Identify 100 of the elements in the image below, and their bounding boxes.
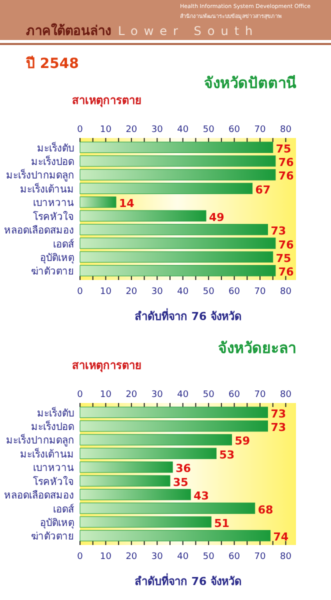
x2-tick-label: 50 [202, 287, 215, 297]
y-tick-label: มะเร็งปอด [31, 419, 74, 434]
x2-tick-label: 40 [177, 287, 189, 297]
y-axis-title: สาเหตุการตาย [72, 94, 141, 108]
data-label: 76 [278, 170, 294, 183]
data-label: 49 [209, 210, 224, 224]
bar [80, 420, 268, 432]
bar [80, 251, 274, 263]
y-tick-label: เบาหวาน [33, 198, 74, 210]
bar [80, 210, 206, 222]
data-label: 43 [194, 490, 209, 503]
y-tick-label: เอดส์ [53, 238, 74, 250]
data-label: 73 [270, 407, 286, 420]
x2-tick-label: 70 [254, 552, 266, 562]
x2-tick-label: 30 [151, 287, 164, 297]
y-tick-label: มะเร็งปอด [31, 154, 74, 168]
data-label: 67 [255, 183, 271, 196]
y-tick-label: อุบัติเหตุ [40, 252, 74, 264]
x2-tick-label: 0 [77, 287, 84, 297]
data-label: 59 [234, 434, 250, 448]
x-tick-label: 80 [280, 125, 292, 135]
y-tick-label: อุบัติเหตุ [40, 518, 74, 529]
bar [80, 406, 268, 418]
y-tick-label: เอดส์ [53, 503, 74, 516]
y-tick-label: มะเร็งปากมดลูก [6, 168, 74, 182]
bar [80, 238, 276, 249]
x2-tick-label: 50 [202, 552, 215, 562]
data-label: 53 [219, 448, 235, 462]
bar [80, 488, 191, 500]
data-label: 73 [270, 224, 286, 238]
x2-tick-label: 10 [100, 287, 112, 297]
text: Lower South [118, 24, 259, 38]
x2-tick-label: 80 [280, 552, 292, 562]
bar [80, 196, 116, 208]
data-label: 73 [270, 421, 286, 434]
x-tick-label: 40 [177, 390, 189, 400]
x2-tick-label: 20 [126, 287, 138, 297]
data-label: 76 [278, 266, 294, 279]
x-tick-label: 30 [151, 125, 164, 135]
bar [80, 169, 276, 180]
y-axis-title: สาเหตุการตาย [72, 359, 141, 373]
bar [80, 502, 256, 514]
x-tick-label: 70 [254, 125, 266, 135]
y-tick-label: เบาหวาน [33, 463, 74, 474]
x-tick-label: 0 [77, 390, 84, 400]
x-tick-label: 40 [177, 125, 189, 135]
data-label: 14 [119, 197, 135, 210]
x2-tick-label: 70 [254, 287, 266, 297]
chart-title: จังหวัดยะลา [218, 339, 296, 357]
data-label: 75 [276, 252, 292, 265]
bar [80, 224, 268, 236]
x2-tick-label: 10 [100, 552, 112, 562]
x-tick-label: 50 [202, 125, 215, 135]
data-label: 76 [278, 156, 294, 170]
y-tick-label: มะเร็งปากมดลูก [6, 432, 74, 447]
x-axis-title: ลำดับที่จาก 76 จังหวัด [134, 573, 242, 588]
y-tick-label: โรคหัวใจ [33, 210, 74, 223]
y-tick-label: หลอดเลือดสมอง [4, 490, 74, 502]
x-tick-label: 10 [100, 390, 112, 400]
y-tick-label: มะเร็งเต้านม [20, 446, 74, 460]
x2-tick-label: 20 [126, 552, 138, 562]
data-label: 35 [173, 476, 188, 489]
y-tick-label: ฆ่าตัวตาย [31, 266, 74, 278]
data-label: 51 [214, 516, 230, 530]
bar [80, 516, 212, 528]
x-tick-label: 20 [126, 390, 138, 400]
x2-tick-label: 60 [228, 552, 240, 562]
x-tick-label: 60 [228, 390, 240, 400]
y-tick-label: มะเร็งตับ [37, 140, 74, 154]
x-tick-label: 80 [280, 390, 292, 400]
x-tick-label: 50 [202, 390, 215, 400]
data-label: 74 [273, 530, 289, 544]
bar [80, 182, 253, 194]
data-label: 75 [276, 142, 292, 156]
bar [80, 155, 276, 167]
bar [80, 530, 271, 542]
bar [80, 475, 170, 486]
y-tick-label: โรคหัวใจ [33, 474, 74, 488]
x-tick-label: 20 [126, 125, 138, 135]
data-label: 76 [278, 238, 294, 252]
x-tick-label: 30 [151, 390, 164, 400]
x-tick-label: 10 [100, 125, 112, 135]
x2-tick-label: 30 [151, 552, 164, 562]
x2-tick-label: 60 [228, 287, 240, 297]
data-label: 36 [176, 462, 192, 476]
y-tick-label: ฆ่าตัวตาย [31, 532, 74, 543]
bar [80, 448, 217, 460]
bar [80, 265, 276, 276]
x-tick-label: 60 [228, 125, 240, 135]
bar [80, 142, 274, 153]
y-tick-label: หลอดเลือดสมอง [4, 224, 74, 237]
bar [80, 462, 173, 473]
bar [80, 434, 232, 446]
x2-tick-label: 40 [177, 552, 189, 562]
y-tick-label: มะเร็งตับ [37, 405, 74, 420]
text: ภาคใต้ตอนล่าง [26, 22, 111, 39]
x2-tick-label: 0 [77, 552, 84, 562]
x-tick-label: 0 [77, 125, 84, 135]
x-axis-title: ลำดับที่จาก 76 จังหวัด [134, 308, 242, 323]
x-tick-label: 70 [254, 390, 266, 400]
